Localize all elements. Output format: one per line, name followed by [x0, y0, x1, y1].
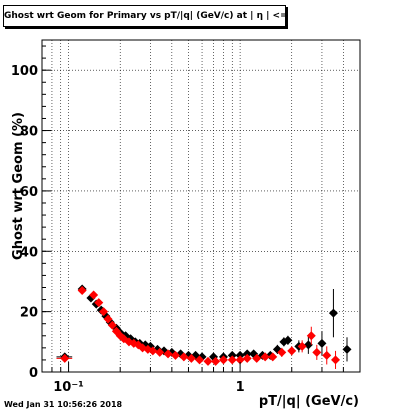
data-point: [227, 355, 237, 365]
data-point: [322, 350, 332, 360]
data-point: [89, 290, 99, 300]
timestamp: Wed Jan 31 10:56:26 2018: [4, 400, 123, 409]
data-point: [331, 355, 341, 365]
series-1: [56, 286, 341, 369]
y-tick-label: 100: [11, 64, 38, 79]
data-point: [211, 356, 221, 366]
data-point: [195, 355, 205, 365]
data-point: [94, 298, 104, 308]
data-point: [328, 308, 338, 318]
data-point: [277, 347, 287, 357]
data-point: [203, 356, 213, 366]
data-point: [242, 353, 252, 363]
y-axis: 0 20 40 60 80 100: [11, 45, 51, 381]
data-point: [252, 353, 262, 363]
data-points: [56, 284, 352, 369]
data-point: [268, 352, 278, 362]
plot-frame: [41, 39, 361, 373]
y-tick-label: 80: [20, 125, 38, 140]
data-point: [163, 349, 173, 359]
chart-title: Ghost wrt Geom for Primary vs pT/|q| (Ge…: [3, 5, 286, 27]
data-point: [170, 350, 180, 360]
data-point: [186, 353, 196, 363]
data-point: [60, 353, 70, 363]
data-point: [283, 335, 293, 345]
data-point: [317, 338, 327, 348]
data-point: [303, 340, 313, 350]
x-axis-label: pT/|q| (GeV/c): [259, 394, 359, 409]
data-point: [260, 352, 270, 362]
data-point: [342, 344, 352, 354]
x-axis: 10⁻¹ 1: [41, 362, 361, 395]
y-tick-label: 0: [29, 366, 38, 381]
plot-frame-fill: [42, 40, 360, 372]
data-point: [155, 347, 165, 357]
data-point: [99, 307, 109, 317]
y-axis-label: Ghost wrt Geom (%): [11, 112, 26, 260]
data-point: [227, 350, 237, 360]
data-point: [77, 286, 87, 296]
data-point: [179, 352, 189, 362]
data-point: [306, 331, 316, 341]
data-point: [235, 350, 245, 360]
y-tick-label: 40: [20, 245, 38, 260]
data-point: [312, 347, 322, 357]
data-point: [287, 346, 297, 356]
y-tick-label: 60: [20, 185, 38, 200]
data-point: [148, 346, 158, 356]
data-point: [235, 355, 245, 365]
data-point: [242, 349, 252, 359]
data-point: [297, 341, 307, 351]
data-point: [103, 314, 113, 324]
data-point: [107, 320, 117, 330]
data-point: [218, 355, 228, 365]
x-tick-label: 10⁻¹: [53, 380, 84, 395]
x-tick-label: 1: [236, 380, 245, 395]
y-tick-label: 20: [20, 306, 38, 321]
